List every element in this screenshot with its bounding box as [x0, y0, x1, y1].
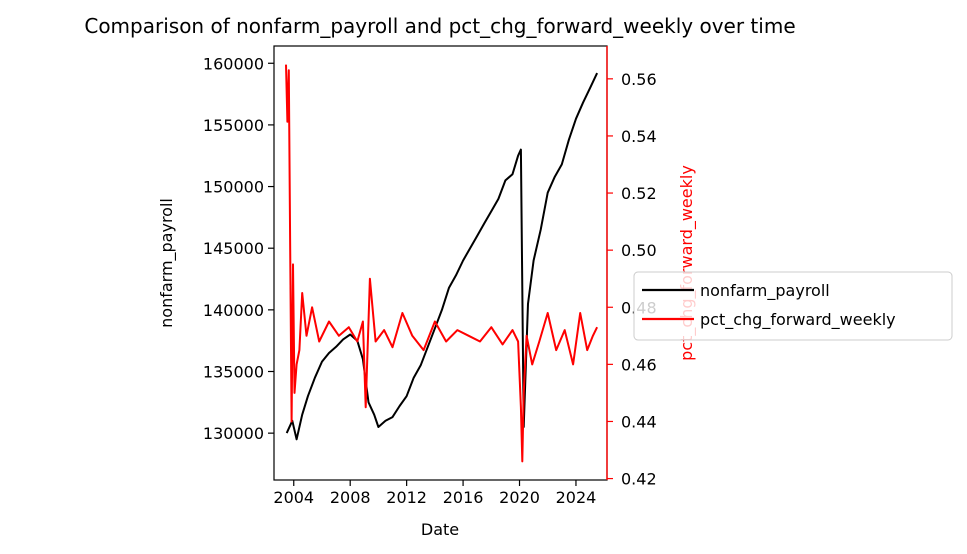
plot-series [285, 64, 599, 463]
right-y-tick-label: 0.46 [621, 355, 657, 374]
left-y-tick-label: 150000 [203, 178, 264, 197]
right-y-tick-label: 0.54 [621, 127, 657, 146]
x-tick-label: 2016 [443, 488, 484, 507]
x-tick-label: 2024 [556, 488, 597, 507]
right-y-tick-label: 0.44 [621, 412, 657, 431]
legend-label-pct-chg-forward-weekly: pct_chg_forward_weekly [700, 310, 896, 330]
x-axis-label: Date [421, 520, 459, 539]
left-y-tick-label: 135000 [203, 363, 264, 382]
x-tick-label: 2004 [273, 488, 314, 507]
right-y-tick-label: 0.42 [621, 470, 657, 489]
left-y-tick-label: 145000 [203, 239, 264, 258]
right-y-tick-label: 0.52 [621, 184, 657, 203]
left-y-tick-label: 155000 [203, 116, 264, 135]
plot-frame [273, 45, 608, 481]
x-tick-label: 2008 [330, 488, 371, 507]
right-y-tick-label: 0.56 [621, 70, 657, 89]
right-y-tick-label: 0.50 [621, 241, 657, 260]
legend-box [633, 271, 953, 341]
legend-label-nonfarm-payroll: nonfarm_payroll [700, 281, 830, 301]
left-y-tick-label: 160000 [203, 54, 264, 73]
x-axis: 2004 2008 2012 2016 2020 2024 [273, 480, 596, 507]
x-tick-label: 2020 [499, 488, 540, 507]
left-y-axis: 130000 135000 140000 145000 150000 155000 1600… [203, 54, 274, 443]
left-y-tick-label: 130000 [203, 424, 264, 443]
series-line-pct-chg-forward-weekly [285, 64, 598, 463]
chart-title: Comparison of nonfarm_payroll and pct_ch… [84, 14, 795, 38]
left-y-tick-label: 140000 [203, 301, 264, 320]
x-tick-label: 2012 [386, 488, 427, 507]
series-line-nonfarm-payroll [285, 72, 599, 441]
left-y-axis-label: nonfarm_payroll [157, 198, 177, 328]
legend: nonfarm_payroll pct_chg_forward_weekly [633, 271, 953, 341]
